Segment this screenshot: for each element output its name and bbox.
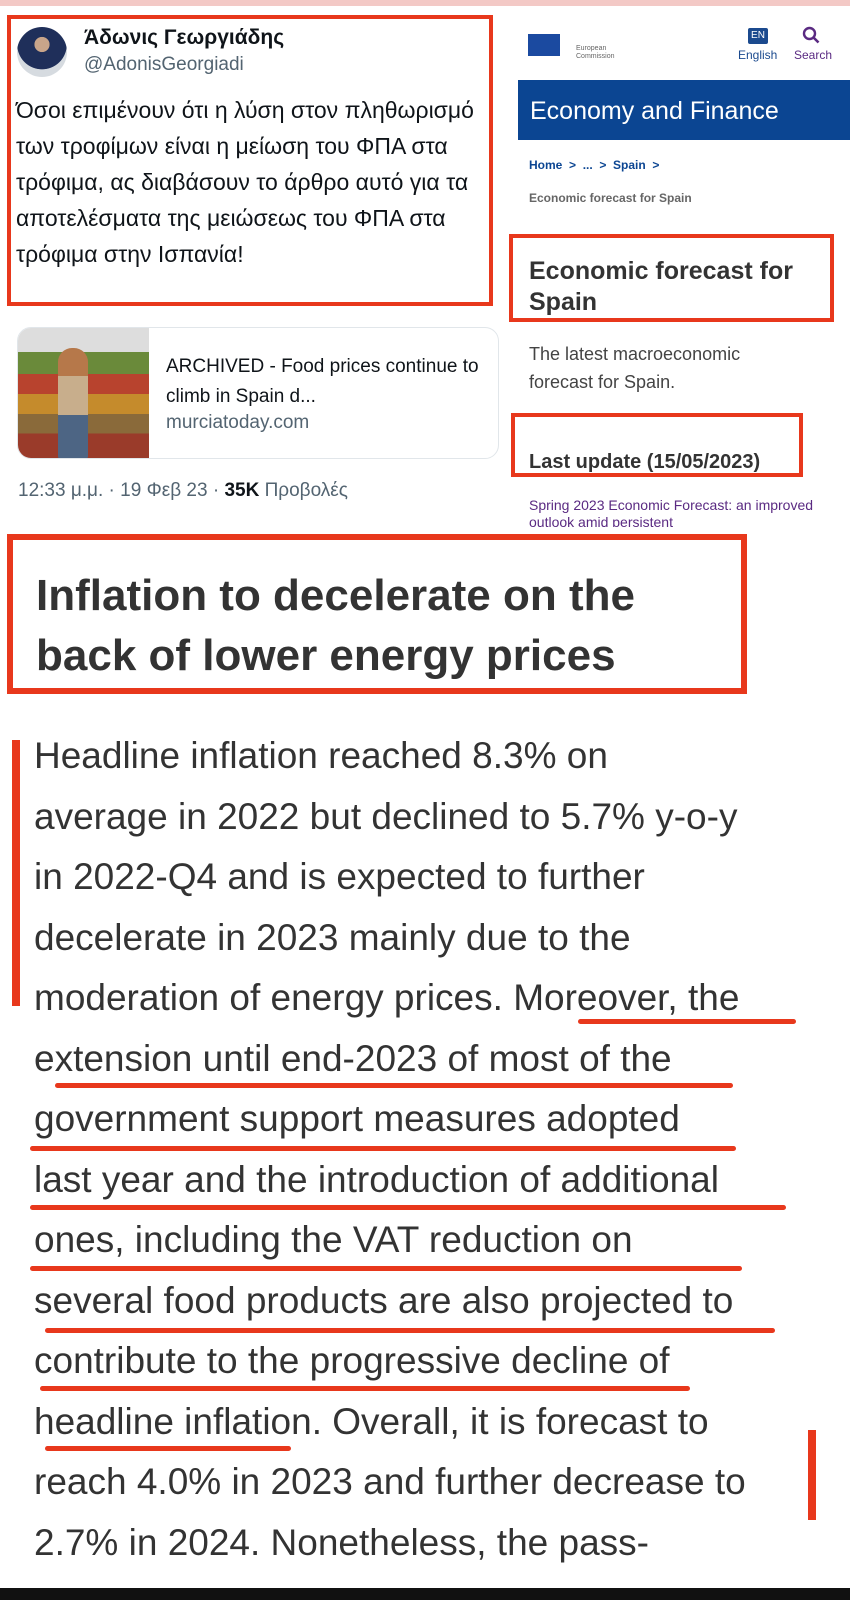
ec-logo-text: European Commission [576,45,615,60]
article-line: contribute to the progressive decline of [34,1340,670,1381]
underline [40,1386,690,1391]
breadcrumb-ellipsis[interactable]: ... [582,158,593,172]
card-title: ARCHIVED - Food prices continue to climb… [166,356,479,407]
underline [55,1083,733,1088]
article-line: average in 2022 but declined to 5.7% y-o… [34,795,738,837]
underline [578,1019,796,1024]
article-line: headline inflation. Overall, it is forec… [34,1400,709,1442]
breadcrumb-spain[interactable]: Spain [613,158,646,172]
underline [45,1328,775,1333]
breadcrumb: Home > ... > Spain > [529,158,660,172]
annotation-bar-right [808,1430,816,1520]
views-count: 35K [224,480,260,501]
update-highlight-box [511,413,803,477]
title-highlight-box [509,234,834,322]
article-line: reach 4.0% in 2023 and further decrease … [34,1461,746,1502]
underline [45,1446,291,1451]
search-icon[interactable] [802,26,820,44]
article-line: moderation of energy prices. Moreover, t… [34,977,740,1018]
bottom-bar [0,1588,850,1600]
article-line: last year and the introduction of additi… [34,1158,719,1200]
article-line: Headline inflation reached 8.3% on [34,735,608,776]
tweet-handle[interactable]: @AdonisGeorgiadi [84,54,244,75]
language-button[interactable]: English [738,48,778,62]
article-line: government support measures adopted [34,1098,680,1139]
last-update: Last update (15/05/2023) [529,451,761,473]
link-card[interactable]: ARCHIVED - Food prices continue to climb… [17,327,499,459]
top-strip [0,0,850,6]
avatar[interactable] [17,27,67,77]
tweet-time: 12:33 μ.μ. · 19 Φεβ 23 · [18,480,225,501]
article-line: ones, including the VAT reduction on [34,1219,633,1260]
forecast-link[interactable]: Spring 2023 Economic Forecast: an improv… [529,497,814,527]
tweet-text: Όσοι επιμένουν ότι η λύση στον πληθωρισμ… [16,97,474,267]
card-domain: murciatoday.com [166,412,310,433]
underline [30,1266,742,1271]
views-label: Προβολές [259,480,348,501]
article-headline: Inflation to decelerate on the back of l… [36,571,635,680]
article-line: 2.7% in 2024. Nonetheless, the pass- [34,1521,649,1563]
search-button[interactable]: Search [794,48,833,62]
page-subtitle: The latest macroeconomic forecast for Sp… [529,344,741,392]
tweet-author-name[interactable]: Άδωνις Γεωργιάδης [84,26,285,49]
article-line: in 2022-Q4 and is expected to further [34,856,645,897]
card-thumbnail [18,328,149,458]
shopper-figure [58,348,88,458]
article-line: extension until end-2023 of most of the [34,1037,672,1079]
language-icon[interactable]: EN [748,28,768,44]
article-line: decelerate in 2023 mainly due to the [34,916,631,958]
breadcrumb-home[interactable]: Home [529,158,563,172]
site-banner[interactable]: Economy and Finance [518,80,850,140]
annotation-bar-left [12,740,20,1006]
headline-highlight-box [7,534,747,694]
article-line: several food products are also projected… [34,1279,734,1321]
page-title: Economic forecast for Spain [529,257,793,316]
tweet-meta: 12:33 μ.μ. · 19 Φεβ 23 · 35K Προβολές [18,480,348,502]
eu-flag-logo[interactable] [528,34,560,56]
tweet-highlight-box [7,15,493,306]
underline [30,1205,786,1210]
underline [30,1146,736,1151]
breadcrumb-current: Economic forecast for Spain [529,191,692,205]
